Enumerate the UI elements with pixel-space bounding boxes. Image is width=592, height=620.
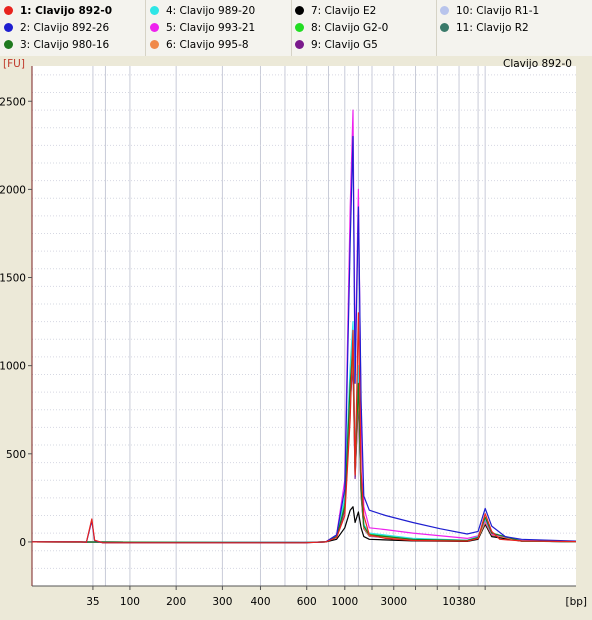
legend-color-dot [4,6,13,15]
x-tick-label: 3000 [380,596,407,608]
legend-color-dot [295,6,304,15]
x-tick-label: 600 [297,596,317,608]
legend: 1: Clavijo 892-0 2: Clavijo 892-26 3: Clav… [0,0,592,56]
legend-item[interactable]: 5: Clavijo 993-21 [150,19,255,36]
legend-label: 9: Clavijo G5 [311,39,378,51]
y-tick-label: 1500 [0,273,26,285]
legend-item[interactable]: 9: Clavijo G5 [295,36,378,53]
legend-item[interactable]: 4: Clavijo 989-20 [150,2,255,19]
legend-color-dot [150,6,159,15]
y-tick-label: 1000 [0,361,26,373]
legend-item[interactable]: 6: Clavijo 995-8 [150,36,249,53]
legend-color-dot [4,40,13,49]
x-tick-label: 10380 [442,596,475,608]
legend-color-dot [440,23,449,32]
legend-color-dot [4,23,13,32]
legend-color-dot [295,40,304,49]
series-group [31,109,577,544]
legend-item[interactable]: 11: Clavijo R2 [440,19,529,36]
legend-label: 1: Clavijo 892-0 [20,5,113,17]
legend-item[interactable]: 1: Clavijo 892-0 [4,2,112,19]
y-tick-label: 2500 [0,96,26,108]
legend-color-dot [150,23,159,32]
y-tick-label: 500 [6,449,26,461]
legend-item[interactable]: 7: Clavijo E2 [295,2,376,19]
y-tick-label: 0 [19,537,26,549]
plot-area [32,66,576,586]
legend-label: 7: Clavijo E2 [311,5,377,17]
x-tick-label: 300 [212,596,232,608]
legend-item[interactable]: 10: Clavijo R1-1 [440,2,539,19]
y-axis-label: [FU] [3,58,25,70]
x-tick-label: 35 [86,596,99,608]
legend-color-dot [440,6,449,15]
legend-column: 4: Clavijo 989-20 5: Clavijo 993-21 6: Cla… [146,0,292,56]
legend-label: 2: Clavijo 892-26 [20,22,110,34]
legend-item[interactable]: 8: Clavijo G2-0 [295,19,388,36]
legend-column: 10: Clavijo R1-1 11: Clavijo R2 [436,0,581,56]
legend-item[interactable]: 3: Clavijo 980-16 [4,36,109,53]
legend-label: 5: Clavijo 993-21 [166,22,256,34]
legend-label: 8: Clavijo G2-0 [311,22,389,34]
legend-column: 7: Clavijo E2 8: Clavijo G2-0 9: Clavijo G… [291,0,437,56]
x-axis-label: [bp] [565,596,587,608]
series-line [32,312,577,544]
legend-color-dot [295,23,304,32]
series-line [31,506,577,544]
legend-color-dot [150,40,159,49]
legend-label: 11: Clavijo R2 [456,22,529,34]
legend-item[interactable]: 2: Clavijo 892-26 [4,19,109,36]
x-tick-label: 400 [250,596,270,608]
x-tick-label: 200 [166,596,186,608]
x-tick-label: 1000 [331,596,358,608]
panel-title: Clavijo 892-0 [503,58,572,70]
legend-label: 6: Clavijo 995-8 [166,39,249,51]
legend-label: 10: Clavijo R1-1 [456,5,540,17]
x-tick-label: 100 [120,596,140,608]
legend-label: 3: Clavijo 980-16 [20,39,110,51]
legend-column: 1: Clavijo 892-0 2: Clavijo 892-26 3: Clav… [0,0,146,56]
electropherogram-chart: 0 500 1000 1500 2000 2500 35 100 200 300 400 600 100… [0,56,592,620]
legend-label: 4: Clavijo 989-20 [166,5,256,17]
y-tick-label: 2000 [0,184,26,196]
